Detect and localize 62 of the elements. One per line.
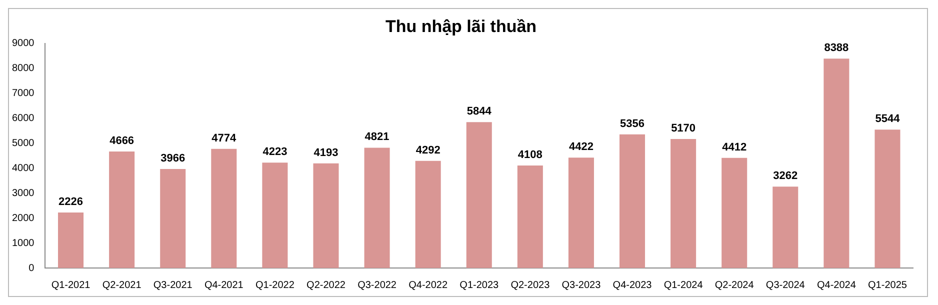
data-label: 8388 bbox=[824, 42, 849, 54]
x-tick-label: Q2-2022 bbox=[306, 280, 346, 291]
x-tick-label: Q3-2021 bbox=[153, 280, 193, 291]
chart-title: Thu nhập lãi thuần bbox=[385, 16, 537, 36]
data-label: 4412 bbox=[722, 141, 747, 154]
bar bbox=[568, 158, 594, 268]
data-label: 4774 bbox=[212, 132, 238, 144]
y-tick-label: 5000 bbox=[12, 138, 35, 149]
bar bbox=[109, 152, 135, 268]
x-tick-label: Q2-2021 bbox=[102, 280, 142, 291]
bar bbox=[619, 134, 646, 268]
x-tick-label: Q4-2021 bbox=[204, 280, 244, 291]
y-tick-label: 4000 bbox=[12, 162, 35, 174]
x-tick-label: Q3-2022 bbox=[358, 280, 397, 291]
bar bbox=[415, 160, 441, 268]
bar bbox=[313, 163, 339, 268]
bar bbox=[670, 138, 696, 268]
x-tick-label: Q3-2023 bbox=[562, 280, 602, 291]
bar bbox=[364, 148, 390, 268]
data-label: 4666 bbox=[110, 135, 134, 148]
bar bbox=[874, 130, 900, 268]
y-tick-label: 2000 bbox=[12, 212, 35, 224]
y-tick-label: 6000 bbox=[12, 113, 35, 124]
data-label: 5170 bbox=[671, 122, 696, 135]
x-tick-label: Q1-2025 bbox=[868, 280, 908, 291]
bar bbox=[160, 169, 186, 268]
y-tick-label: 3000 bbox=[12, 188, 35, 199]
x-tick-label: Q2-2023 bbox=[510, 280, 550, 291]
data-label: 4422 bbox=[568, 141, 594, 154]
x-tick-label: Q4-2024 bbox=[816, 280, 856, 291]
y-tick-label: 1000 bbox=[12, 238, 35, 249]
data-label: 5544 bbox=[875, 113, 901, 126]
bar bbox=[262, 162, 288, 268]
bar bbox=[58, 212, 84, 268]
y-tick-label: 0 bbox=[28, 262, 35, 274]
data-label: 4108 bbox=[518, 149, 542, 162]
x-tick-label: Q2-2024 bbox=[714, 280, 754, 291]
data-label: 4821 bbox=[364, 131, 390, 144]
x-tick-label: Q1-2024 bbox=[664, 280, 704, 291]
x-tick-label: Q1-2022 bbox=[255, 280, 295, 291]
bar bbox=[824, 58, 850, 268]
x-tick-label: Q1-2021 bbox=[51, 280, 91, 291]
x-tick-label: Q3-2024 bbox=[766, 280, 806, 291]
bar bbox=[517, 165, 543, 268]
data-label: 4223 bbox=[262, 146, 288, 158]
x-tick-label: Q4-2022 bbox=[408, 280, 448, 291]
data-label: 4292 bbox=[416, 144, 440, 156]
x-tick-label: Q1-2023 bbox=[460, 280, 500, 291]
data-label: 4193 bbox=[314, 146, 338, 159]
data-label: 5844 bbox=[466, 106, 492, 118]
data-label: 2226 bbox=[58, 196, 84, 208]
y-tick-label: 9000 bbox=[12, 38, 35, 50]
y-tick-label: 8000 bbox=[12, 63, 35, 74]
data-label: 3262 bbox=[773, 170, 798, 182]
data-label: 3966 bbox=[160, 152, 186, 165]
data-label: 5356 bbox=[620, 118, 644, 130]
x-tick-label: Q4-2023 bbox=[612, 280, 652, 291]
bar bbox=[211, 148, 237, 268]
bar bbox=[466, 122, 492, 268]
bar bbox=[722, 158, 748, 268]
bar bbox=[772, 186, 798, 268]
y-tick-label: 7000 bbox=[12, 88, 35, 100]
